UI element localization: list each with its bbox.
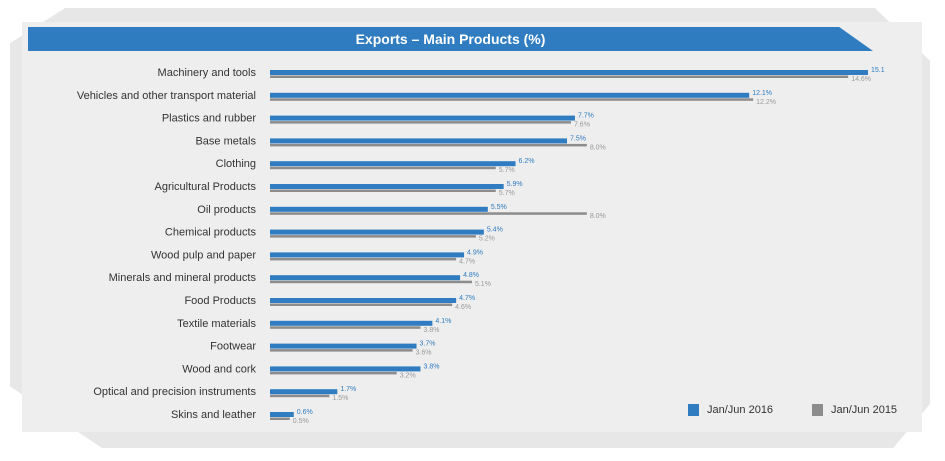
legend-swatch-2016 bbox=[688, 404, 699, 416]
bar-2016 bbox=[270, 389, 338, 395]
bar-2015 bbox=[270, 166, 496, 170]
bar-2015 bbox=[270, 75, 849, 78]
category-label: Optical and precision instruments bbox=[93, 386, 256, 398]
data-label-2015: 8.0% bbox=[590, 213, 606, 220]
data-label-2016: 5.5% bbox=[491, 204, 507, 211]
bar-2016 bbox=[270, 206, 488, 212]
category-label: Vehicles and other transport material bbox=[77, 90, 256, 102]
category-label: Textile materials bbox=[177, 318, 256, 330]
data-label-2015: 3.8% bbox=[423, 327, 439, 334]
data-label-2015: 4.6% bbox=[455, 304, 471, 311]
data-label-2015: 7.6% bbox=[574, 122, 590, 129]
data-label-2016: 1.7% bbox=[340, 386, 356, 393]
data-label-2015: 3.6% bbox=[416, 350, 432, 357]
category-label: Chemical products bbox=[165, 227, 257, 239]
bar-2015 bbox=[270, 417, 290, 420]
bar-2016 bbox=[270, 161, 516, 167]
category-label: Minerals and mineral products bbox=[109, 272, 257, 284]
data-label-2016: 3.8% bbox=[423, 363, 439, 370]
bar-2016 bbox=[270, 412, 294, 417]
bar-2015 bbox=[270, 98, 754, 101]
bar-2016 bbox=[270, 366, 421, 372]
bar-2016 bbox=[270, 320, 433, 326]
category-label: Skins and leather bbox=[171, 409, 256, 421]
bar-2015 bbox=[270, 121, 571, 124]
legend-label-2016: Jan/Jun 2016 bbox=[707, 404, 774, 416]
legend-item-2015: Jan/Jun 2015 bbox=[812, 404, 897, 416]
bar-2016 bbox=[270, 252, 465, 258]
category-label: Food Products bbox=[184, 295, 256, 307]
category-label: Footwear bbox=[210, 341, 256, 353]
bar-2015 bbox=[270, 143, 587, 147]
data-label-2015: 8.0% bbox=[590, 144, 606, 151]
bar-2015 bbox=[270, 326, 421, 329]
data-label-2015: 14.6% bbox=[851, 76, 871, 83]
data-label-2015: 1.5% bbox=[332, 395, 348, 402]
data-label-2016: 12.1% bbox=[752, 90, 772, 97]
legend-item-2016: Jan/Jun 2016 bbox=[688, 404, 773, 416]
data-label-2016: 5.4% bbox=[487, 227, 503, 234]
title-bar: Exports – Main Products (%) bbox=[28, 27, 873, 51]
bar-2016 bbox=[270, 92, 750, 98]
bar-2015 bbox=[270, 303, 453, 306]
legend-label-2015: Jan/Jun 2015 bbox=[831, 404, 898, 416]
bar-2016 bbox=[270, 115, 575, 121]
data-label-2016: 4.9% bbox=[467, 249, 483, 256]
data-label-2016: 4.1% bbox=[435, 318, 451, 325]
chart-panel bbox=[22, 22, 922, 432]
bar-2015 bbox=[270, 371, 397, 375]
data-label-2016: 4.8% bbox=[463, 272, 479, 279]
bar-2015 bbox=[270, 235, 476, 238]
category-label: Wood pulp and paper bbox=[151, 249, 256, 261]
bar-2016 bbox=[270, 70, 868, 75]
legend-swatch-2015 bbox=[812, 404, 823, 416]
data-label-2015: 0.5% bbox=[293, 418, 309, 425]
bar-2016 bbox=[270, 138, 568, 144]
bar-2015 bbox=[270, 212, 587, 215]
category-label: Wood and cork bbox=[182, 363, 256, 375]
data-label-2016: 3.7% bbox=[420, 341, 436, 348]
bar-2015 bbox=[270, 189, 496, 192]
bar-2015 bbox=[270, 394, 330, 398]
data-label-2015: 5.7% bbox=[499, 167, 515, 174]
category-label: Machinery and tools bbox=[158, 67, 257, 79]
bar-2016 bbox=[270, 343, 417, 349]
data-label-2015: 5.7% bbox=[499, 190, 515, 197]
data-label-2015: 5.1% bbox=[475, 281, 491, 288]
data-label-2016: 6.2% bbox=[519, 158, 535, 165]
bar-2015 bbox=[270, 349, 413, 352]
bar-2015 bbox=[270, 280, 472, 284]
category-label: Agricultural Products bbox=[155, 181, 257, 193]
data-label-2015: 12.2% bbox=[756, 99, 776, 106]
bar-2016 bbox=[270, 229, 484, 235]
bar-2016 bbox=[270, 184, 504, 189]
data-label-2016: 0.6% bbox=[297, 409, 313, 416]
chart-title: Exports – Main Products (%) bbox=[355, 31, 546, 47]
bar-2016 bbox=[270, 275, 461, 281]
data-label-2015: 5.2% bbox=[479, 236, 495, 243]
bar-2015 bbox=[270, 257, 457, 261]
category-label: Oil products bbox=[197, 204, 256, 216]
data-label-2016: 7.5% bbox=[570, 135, 586, 142]
category-label: Base metals bbox=[195, 135, 256, 147]
bar-2016 bbox=[270, 298, 457, 303]
data-label-2015: 4.7% bbox=[459, 258, 475, 265]
category-label: Plastics and rubber bbox=[162, 113, 256, 125]
data-label-2015: 3.2% bbox=[400, 372, 416, 379]
category-label: Clothing bbox=[216, 158, 256, 170]
data-label-2016: 7.7% bbox=[578, 113, 594, 120]
data-label-2016: 15.1 bbox=[871, 67, 885, 74]
data-label-2016: 5.9% bbox=[507, 181, 523, 188]
data-label-2016: 4.7% bbox=[459, 295, 475, 302]
